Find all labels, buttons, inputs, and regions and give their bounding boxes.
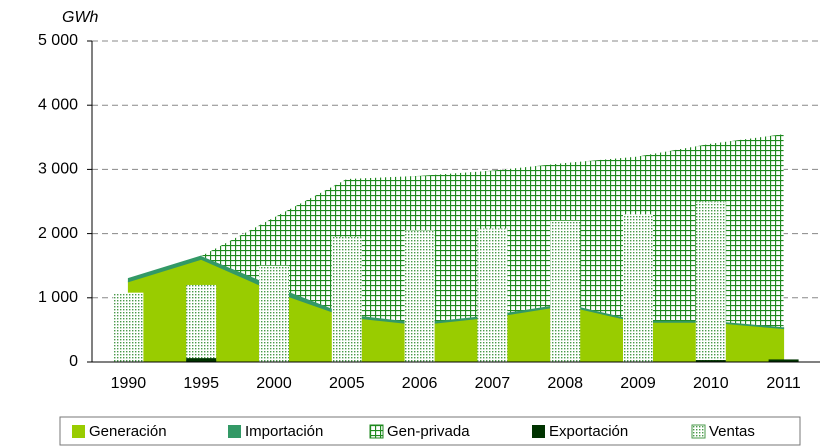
legend-swatch	[691, 424, 706, 439]
legend: Generación Importación Gen-privada Exportac…	[59, 416, 801, 446]
y-tick-label: 2 000	[38, 225, 78, 242]
y-tick-label: 1 000	[38, 289, 78, 306]
bar	[259, 265, 289, 362]
x-tick-label: 2011	[766, 375, 801, 392]
x-tick-label: 2000	[256, 375, 292, 392]
legend-swatch	[369, 424, 384, 439]
bar	[695, 360, 726, 362]
legend-label: Generación	[89, 423, 167, 440]
bar	[695, 201, 726, 362]
bar	[186, 358, 217, 362]
bar	[186, 284, 217, 362]
legend-swatch	[72, 425, 85, 438]
bar	[113, 292, 144, 362]
legend-label: Ventas	[709, 423, 755, 440]
y-tick-label: 3 000	[38, 161, 78, 178]
x-tick-label: 2005	[329, 375, 365, 392]
legend-label: Exportación	[549, 423, 628, 440]
x-tick-label: 2010	[693, 375, 729, 392]
x-tick-label: 2009	[620, 375, 656, 392]
x-tick-label: 2007	[475, 375, 511, 392]
bar	[550, 220, 581, 362]
y-axis-label: GWh	[62, 9, 99, 26]
x-tick-label: 2008	[547, 375, 583, 392]
y-tick-label: 5 000	[38, 32, 78, 49]
bar	[623, 214, 653, 362]
bar	[768, 359, 799, 362]
legend-swatch	[228, 425, 241, 438]
bar	[477, 228, 508, 362]
legend-box	[59, 416, 801, 446]
bar	[404, 230, 435, 362]
area-2	[128, 134, 784, 328]
y-tick-label: 0	[69, 353, 78, 370]
y-tick-label: 4 000	[38, 96, 78, 113]
legend-label: Gen-privada	[387, 423, 470, 440]
x-tick-label: 1990	[111, 375, 147, 392]
x-tick-label: 2006	[402, 375, 438, 392]
x-tick-label: 1995	[183, 375, 219, 392]
legend-swatch	[532, 425, 545, 438]
legend-label: Importación	[245, 423, 323, 440]
bar	[331, 236, 362, 362]
